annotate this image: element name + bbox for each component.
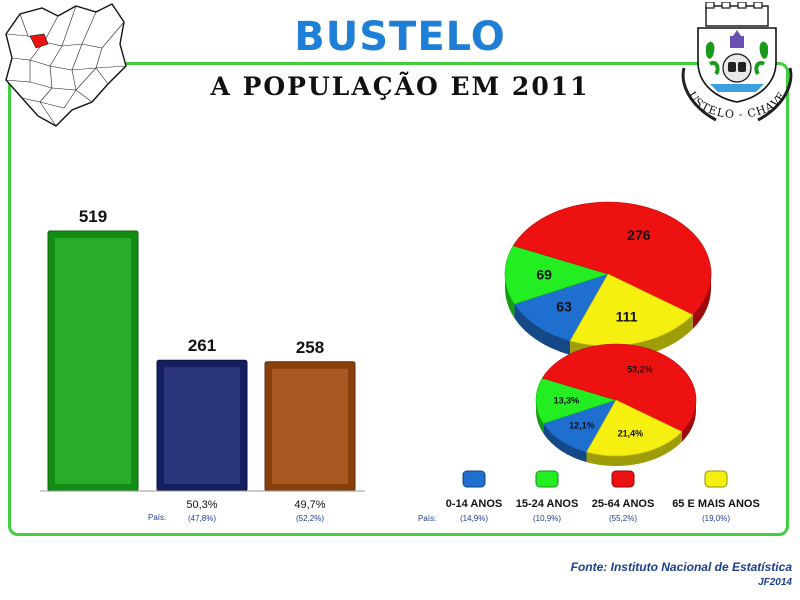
legend-label-65: 65 E MAIS ANOS xyxy=(672,498,760,510)
pie2-label-0-14: 12,1% xyxy=(569,420,595,430)
bar-total-inner xyxy=(55,238,131,484)
male-country-percent: (47,8%) xyxy=(188,514,216,523)
bar-female-value: 258 xyxy=(296,338,324,357)
pie1-slice-0-14 xyxy=(513,273,609,342)
pie2-slice-15-24 xyxy=(535,377,618,424)
pie1-side-25-64 xyxy=(692,274,711,329)
author-note: JF2014 xyxy=(758,577,792,588)
male-percent: 50,3% xyxy=(186,499,217,511)
legend-label-0-14: 0-14 ANOS xyxy=(446,498,502,510)
pie2-slice-65 xyxy=(586,399,683,457)
bar-male-inner xyxy=(164,367,240,484)
bar-total-value: 519 xyxy=(79,207,107,226)
pie2-slice-0-14 xyxy=(542,399,617,453)
pie1-label-15-24: 69 xyxy=(536,266,552,282)
pie1-slice-15-24 xyxy=(504,245,610,305)
coat-of-arms: BUSTELO - CHAVES xyxy=(676,2,793,122)
legend-swatch-0-14 xyxy=(462,470,486,488)
page-subtitle: A POPULAÇÃO EM 2011 xyxy=(210,72,590,101)
pie2-side-0-14 xyxy=(543,423,587,463)
pie1-slice-65 xyxy=(569,273,694,347)
legend-country-25-64: (55,2%) xyxy=(609,514,637,523)
pie2-label-65: 21,4% xyxy=(618,428,644,438)
female-country-percent: (52,2%) xyxy=(296,514,324,523)
legend-swatch-15-24 xyxy=(535,470,559,488)
content-frame xyxy=(8,62,789,536)
legend-swatch-25-64 xyxy=(611,470,635,488)
legend-swatch-65 xyxy=(704,470,728,488)
place-name: BUSTELO xyxy=(294,14,506,60)
bar-female-inner xyxy=(272,368,348,484)
legend-label-15-24: 15-24 ANOS xyxy=(516,498,579,510)
pie2-side-25-64 xyxy=(681,400,696,442)
pie2-side-65 xyxy=(586,431,682,467)
locator-map xyxy=(5,3,127,127)
age-legend: 0-14 ANOS 15-24 ANOS 25-64 ANOS 65 E MAI… xyxy=(418,470,760,523)
bar-male-value: 261 xyxy=(188,336,216,355)
pie1-label-0-14: 63 xyxy=(556,298,572,314)
pie1-label-65: 111 xyxy=(616,309,638,325)
pie2-side-15-24 xyxy=(536,400,544,434)
female-percent: 49,7% xyxy=(294,499,325,511)
legend-country-label: País: xyxy=(418,514,436,523)
pie1-label-25-64: 276 xyxy=(627,227,651,243)
legend-country-15-24: (10,9%) xyxy=(533,514,561,523)
legend-country-0-14: (14,9%) xyxy=(460,514,488,523)
pie1-slice-25-64 xyxy=(512,201,712,316)
pie2-slice-25-64 xyxy=(541,343,697,433)
age-percent-pie: 12,1% 13,3% 53,2% 21,4% xyxy=(535,343,697,467)
legend-country-65: (19,0%) xyxy=(702,514,730,523)
pie2-label-25-64: 53,2% xyxy=(627,365,653,375)
source-note: Fonte: Instituto Nacional de Estatística xyxy=(570,560,792,574)
bar-country-label: País: xyxy=(148,513,166,522)
pie2-label-15-24: 13,3% xyxy=(554,396,580,406)
legend-label-25-64: 25-64 ANOS xyxy=(592,498,655,510)
